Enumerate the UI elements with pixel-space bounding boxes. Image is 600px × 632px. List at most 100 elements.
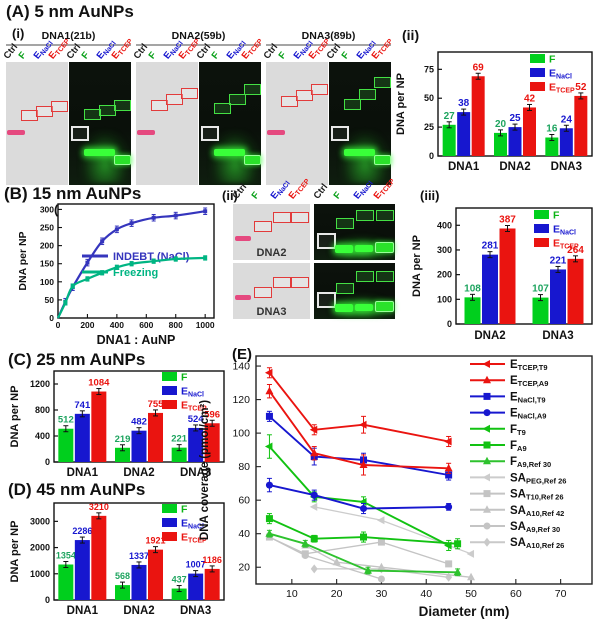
svg-text:ETCEP,T9: ETCEP,T9 [510, 359, 548, 372]
legend-entry-SA-PEG-Ref26: SAPEG,Ref 26 [470, 472, 566, 485]
free-dna-band [344, 149, 375, 157]
svg-text:SAA9,Ref 30: SAA9,Ref 30 [510, 521, 560, 534]
aunp-band-outline [376, 209, 394, 221]
bar-value-label: 2286 [72, 526, 92, 536]
svg-text:ENaCl: ENaCl [549, 68, 572, 81]
y-axis-label: DNA coverage (pmol/cm²) [199, 400, 211, 540]
aunp-band-outline [254, 220, 272, 232]
bar-DNA3-ENaCl [188, 573, 204, 600]
series-F-A9 [265, 513, 462, 550]
bar-DNA1-F [58, 564, 74, 600]
bar-value-label: 1186 [202, 555, 222, 565]
series-F-A9-Ref30 [265, 529, 462, 577]
bar-value-label: 107 [532, 284, 549, 295]
gel-group-header-dna3: DNA3(89b) [266, 30, 391, 46]
ctrl-box [71, 125, 89, 141]
svg-text:10: 10 [286, 588, 298, 600]
free-dna-band [355, 245, 373, 253]
bar-DNA3-F [545, 137, 559, 156]
bar-DNA3-ENaCl [559, 128, 573, 156]
gel-row-label: DNA2 [256, 247, 287, 259]
panel-a-title: (A) 5 nm AuNPs [6, 2, 134, 21]
bar-value-label: 1921 [145, 536, 165, 546]
legend-entry-ENaCl: ENaCl [530, 68, 572, 81]
free-dna-band [214, 149, 245, 157]
bar-value-label: 1337 [129, 551, 149, 561]
bar-DNA2-ETCEP [148, 412, 163, 462]
panel-e-scatter-chart: 20 40 60 80 100 120 140 10 20 30 40 50 60 70 Diameter … [199, 355, 593, 619]
y-axis-label: DNA per NP [9, 386, 21, 448]
svg-text:0: 0 [49, 313, 54, 323]
svg-text:300: 300 [40, 204, 54, 214]
svg-text:ENaCl: ENaCl [181, 386, 204, 399]
legend-entry-ENaCl-A9: ENaCl,A9 [470, 408, 546, 421]
svg-text:2000: 2000 [30, 543, 50, 553]
svg-text:ENaCl: ENaCl [553, 224, 576, 237]
free-dna-band [84, 149, 115, 157]
bar-value-label: 281 [482, 241, 499, 252]
bar-value-label: 25 [509, 113, 521, 124]
bar-DNA1-ENaCl [74, 413, 90, 462]
svg-text:3000: 3000 [30, 516, 50, 526]
bar-value-label: 219 [115, 434, 131, 445]
svg-text:80: 80 [238, 461, 250, 473]
free-dna-band [244, 155, 261, 166]
legend-entry-F: F [162, 504, 188, 516]
bar-DNA3-ETCEP [567, 258, 584, 324]
bar-DNA2-F [464, 297, 481, 324]
bar-value-label: 1084 [88, 378, 110, 389]
svg-text:ENaCl,T9: ENaCl,T9 [510, 391, 546, 404]
svg-text:100: 100 [437, 294, 452, 304]
aunp-band-outline [244, 84, 261, 96]
bar-DNA2-ETCEP [523, 107, 536, 156]
category-label: DNA3 [180, 605, 211, 617]
svg-text:800: 800 [35, 405, 50, 415]
bar-value-label: 42 [524, 93, 536, 104]
bar-DNA2-F [115, 447, 130, 462]
svg-text:F: F [549, 54, 556, 66]
svg-text:FA9: FA9 [510, 440, 527, 453]
legend-entry-SA-A10-Ref26: SAA10,Ref 26 [470, 537, 564, 550]
ctrl-marker-band [235, 295, 251, 301]
lane-label-F: F [79, 50, 92, 62]
bar-value-label: 524 [188, 414, 205, 425]
svg-text:140: 140 [232, 361, 250, 373]
aunp-band-outline [114, 100, 131, 112]
svg-text:40: 40 [238, 528, 250, 540]
legend-entry-ENaCl-T9: ENaCl,T9 [470, 391, 546, 404]
legend-entry-ETCEP-T9: ETCEP,T9 [470, 359, 548, 372]
svg-text:200: 200 [80, 320, 94, 330]
bar-value-label: 741 [74, 400, 91, 411]
aunp-band-outline [356, 271, 374, 283]
bar-DNA1-ETCEP [91, 391, 107, 462]
free-dna-band [355, 304, 373, 312]
legend-entry-ENaCl: ENaCl [162, 518, 204, 531]
svg-text:ENaCl,A9: ENaCl,A9 [510, 408, 546, 421]
ctrl-marker-band [137, 129, 155, 135]
svg-text:20: 20 [331, 588, 343, 600]
aunp-band-outline [273, 212, 291, 224]
svg-text:SAA10,Ref 42: SAA10,Ref 42 [510, 505, 564, 518]
svg-text:70: 70 [555, 588, 567, 600]
svg-text:F: F [553, 210, 560, 222]
gel-a0-dark [69, 62, 131, 185]
bar-DNA2-ENaCl [131, 564, 147, 600]
bar-DNA2-ENaCl [482, 254, 498, 324]
ctrl-box [317, 233, 336, 250]
bar-DNA2-F [494, 132, 507, 156]
gel-a2-dark [329, 62, 391, 185]
lane-label-F: F [146, 50, 159, 62]
svg-text:50: 50 [424, 93, 434, 103]
panel-a-label-i: (i) [12, 26, 25, 41]
bar-value-label: 482 [131, 417, 147, 428]
aunp-band-outline [376, 271, 394, 283]
category-label: DNA1 [67, 467, 99, 479]
aunp-band-outline [344, 98, 361, 110]
lane-label-F: F [209, 50, 222, 62]
aunp-band-outline [21, 109, 38, 121]
gel-a1-dark [199, 62, 261, 185]
svg-text:1200: 1200 [30, 379, 50, 389]
series-ETCEP-A9 [265, 384, 453, 476]
svg-text:400: 400 [437, 220, 452, 230]
